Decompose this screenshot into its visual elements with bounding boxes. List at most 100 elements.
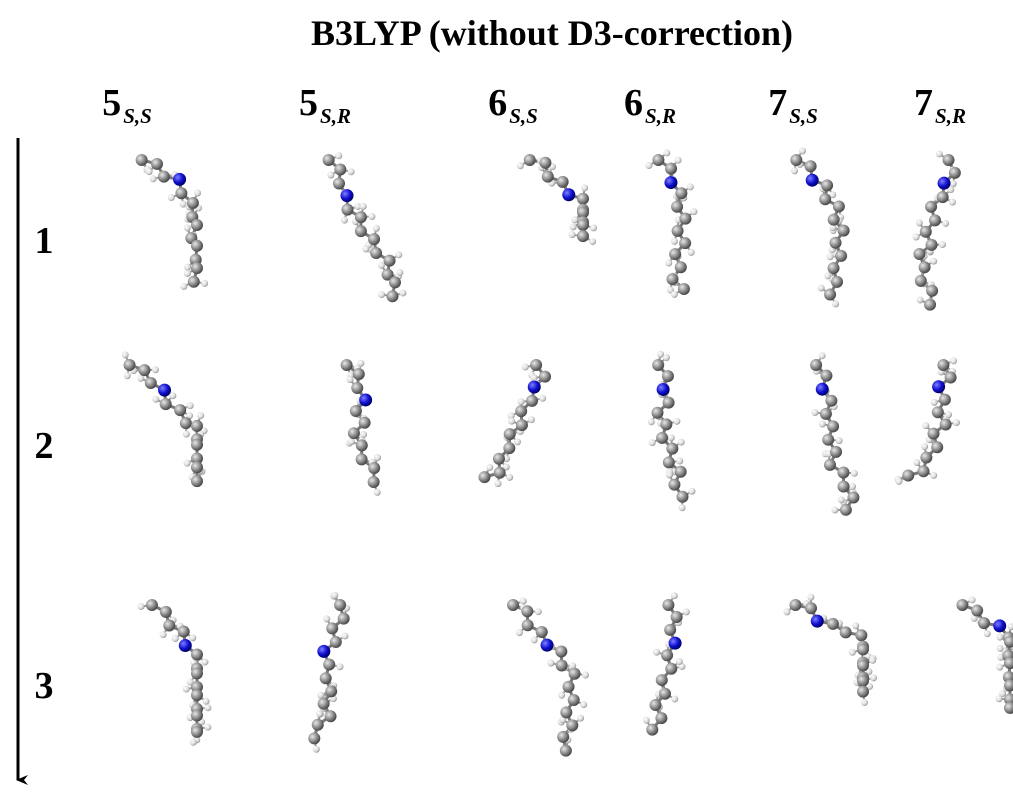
carbon-atom <box>334 599 346 611</box>
heavy-atoms <box>902 359 956 481</box>
carbon-atom <box>943 154 955 166</box>
hydrogen-atom <box>522 363 529 370</box>
hydrogen-atom <box>577 715 584 722</box>
carbon-atom <box>353 368 365 380</box>
carbon-atom <box>191 667 203 679</box>
hydrogen-atom <box>360 203 367 210</box>
nitrogen-atom <box>173 173 186 186</box>
carbon-atom <box>503 442 515 454</box>
column-header: 5S,R <box>299 82 351 128</box>
hydrogen-atom <box>838 496 845 503</box>
hydrogen-atom <box>517 162 524 169</box>
carbon-atom <box>384 255 396 267</box>
hydrogen-atom <box>996 634 1003 641</box>
carbon-atom <box>341 359 353 371</box>
carbon-atom <box>522 619 534 631</box>
nitrogen-atom <box>158 384 171 397</box>
hydrogen-atom <box>869 657 876 664</box>
carbon-atom <box>827 420 839 432</box>
carbon-atom <box>924 299 936 311</box>
carbon-atom <box>191 710 203 722</box>
carbon-atom <box>671 611 683 623</box>
hydrogen-atom <box>676 658 683 665</box>
carbon-atom <box>937 359 949 371</box>
heavy-atoms <box>136 154 203 288</box>
carbon-atom <box>915 275 927 287</box>
carbon-atom <box>187 197 199 209</box>
molecule <box>478 359 551 487</box>
carbon-atom <box>158 171 170 183</box>
carbon-atom <box>857 660 869 672</box>
hydrogen-atom <box>341 632 348 639</box>
carbon-atom <box>672 225 684 237</box>
carbon-atom <box>338 613 350 625</box>
carbon-atom <box>827 618 839 630</box>
hydrogen-atom <box>648 418 655 425</box>
carbon-atom <box>659 688 671 700</box>
hydrogen-atom <box>949 199 956 206</box>
row-labels: 123 <box>35 220 54 707</box>
carbon-atom <box>494 467 506 479</box>
carbon-atom <box>655 712 667 724</box>
carbon-atom <box>569 668 581 680</box>
carbon-atom <box>664 624 676 636</box>
carbon-atom <box>662 370 674 382</box>
carbon-atom <box>151 158 163 170</box>
hydrogen-atom <box>184 224 191 231</box>
hydrogen-atom <box>348 168 355 175</box>
hydrogen-atom <box>939 241 946 248</box>
molecule <box>517 154 597 245</box>
hydrogen-atom <box>984 630 991 637</box>
carbon-atom <box>840 626 852 638</box>
hydrogen-atom <box>347 376 354 383</box>
molecule <box>913 150 961 310</box>
carbon-atom <box>355 211 367 223</box>
molecule <box>894 357 960 485</box>
carbon-atom <box>557 731 569 743</box>
carbon-atom <box>837 466 849 478</box>
carbon-atom <box>138 364 150 376</box>
column-subscript: S,S <box>123 104 152 128</box>
carbon-atom <box>577 193 589 205</box>
hydrogen-atom <box>184 460 191 467</box>
hydrogen-atom <box>930 258 937 265</box>
carbon-atom <box>493 453 505 465</box>
hydrogen-atom <box>582 672 589 679</box>
carbon-atom <box>949 167 961 179</box>
carbon-atom <box>824 288 836 300</box>
hydrogen-atom <box>558 692 565 699</box>
molecule <box>136 154 209 290</box>
hydrogen-atom <box>189 634 196 641</box>
hydrogen-atom <box>547 660 554 667</box>
carbon-atom <box>188 276 200 288</box>
hydrogen-atom <box>138 603 145 610</box>
hydrogen-atom <box>931 399 938 406</box>
carbon-atom <box>671 201 683 213</box>
hydrogen-atom <box>168 194 175 201</box>
carbon-atom <box>663 456 675 468</box>
hydrogen-atom <box>146 168 153 175</box>
hydrogen-atom <box>997 645 1004 652</box>
hydrogen-atom <box>916 219 923 226</box>
carbon-atom <box>857 675 869 687</box>
carbon-atom <box>939 394 951 406</box>
carbon-atom <box>679 213 691 225</box>
hydrogen-atom <box>124 372 131 379</box>
carbon-atom <box>651 407 663 419</box>
carbon-atom <box>351 382 363 394</box>
hydrogen-atom <box>671 592 678 599</box>
hydrogen-atom <box>373 225 380 232</box>
carbon-atom <box>830 446 842 458</box>
carbon-atom <box>840 504 852 516</box>
carbon-atom <box>857 643 869 655</box>
hydrogen-atom <box>836 437 843 444</box>
hydrogen-atom <box>676 458 683 465</box>
nitrogen-atom <box>340 189 353 202</box>
carbon-atom <box>359 417 371 429</box>
carbon-atom <box>555 645 567 657</box>
carbon-atom <box>679 237 691 249</box>
carbon-atom <box>478 471 490 483</box>
nitrogen-atom <box>669 637 682 650</box>
hydrogen-atom <box>683 608 690 615</box>
hydrogen-atom <box>197 412 204 419</box>
